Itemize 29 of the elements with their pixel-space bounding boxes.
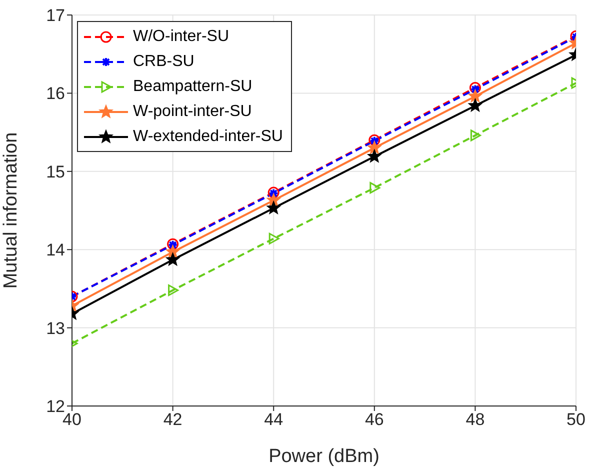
y-tick-label: 15 <box>46 162 65 182</box>
x-tick-label: 50 <box>566 410 586 430</box>
legend-label: CRB-SU <box>133 52 194 70</box>
point <box>468 98 482 112</box>
x-tick-label: 40 <box>62 410 82 430</box>
x-tick-label: 44 <box>264 410 284 430</box>
point <box>368 140 382 154</box>
y-tick-label: 14 <box>46 240 65 260</box>
x-tick-label: 48 <box>466 410 485 430</box>
point <box>468 89 482 102</box>
legend-label: W-extended-inter-SU <box>133 128 283 146</box>
x-axis-title: Power (dBm) <box>268 446 380 467</box>
x-tick-label: 46 <box>364 410 384 430</box>
y-tick-label: 17 <box>46 6 65 26</box>
point <box>469 82 481 94</box>
y-tick-label: 13 <box>46 318 65 338</box>
y-tick-label: 12 <box>46 397 65 416</box>
point <box>266 193 280 206</box>
x-tick-label: 42 <box>163 410 182 430</box>
point <box>168 284 179 296</box>
legend-label: W-point-inter-SU <box>133 102 252 120</box>
legend-label: Beampattern-SU <box>133 78 252 96</box>
point <box>368 150 382 162</box>
y-axis-title: Mutual information <box>0 132 22 289</box>
y-tick-label: 16 <box>46 84 65 104</box>
legend-label: W/O-inter-SU <box>133 28 229 46</box>
point <box>266 201 280 214</box>
point <box>370 182 380 194</box>
point <box>268 232 280 244</box>
